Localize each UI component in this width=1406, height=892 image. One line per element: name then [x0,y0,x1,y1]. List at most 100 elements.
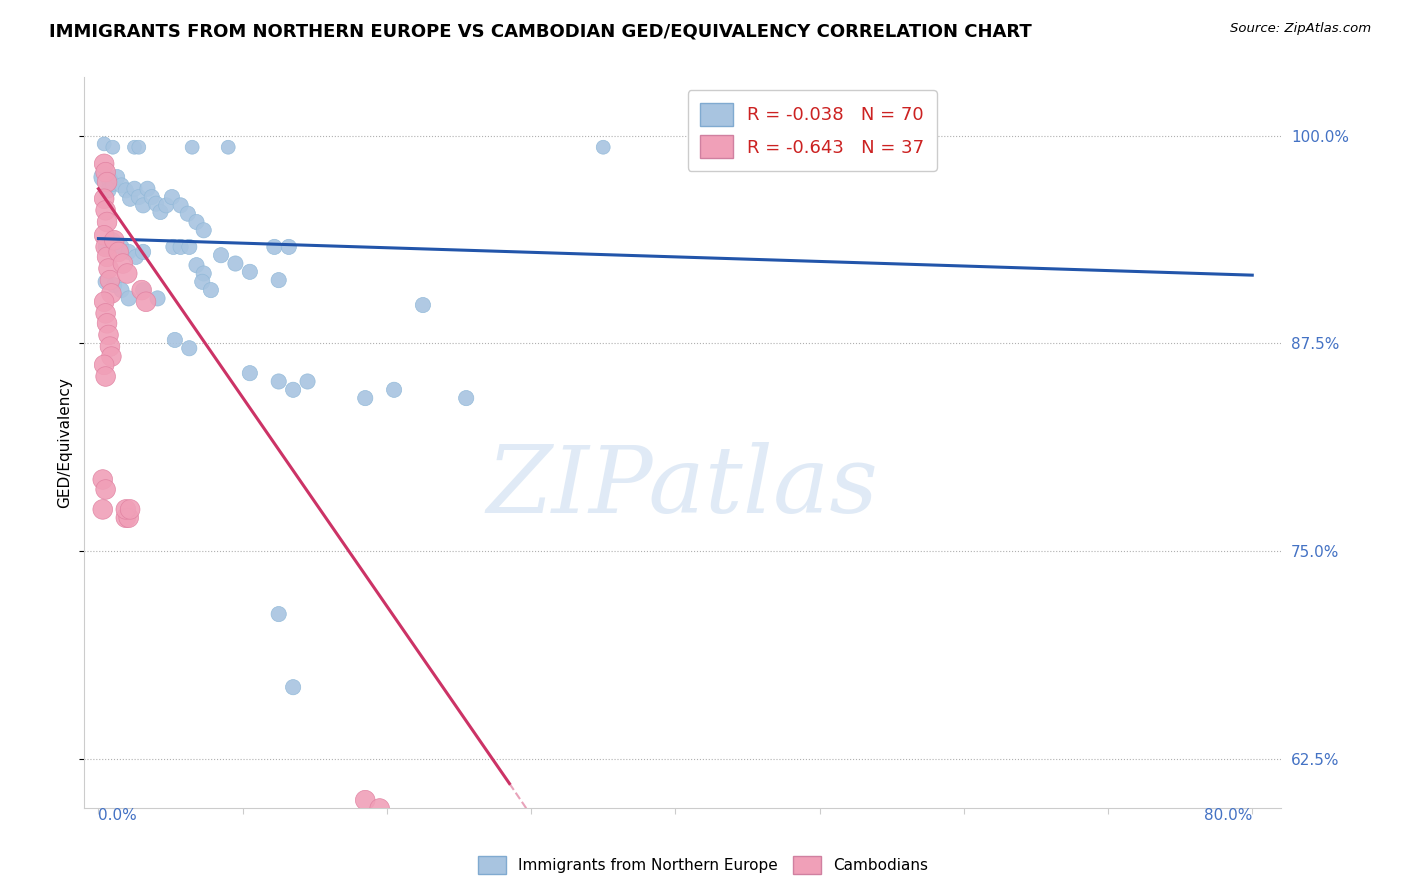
Point [125,250,148,264]
Point [277,240,299,254]
Point [97,261,120,276]
Point [93,358,115,372]
Point [179,341,201,355]
Point [103,233,125,247]
Point [101,233,124,247]
Point [107,244,129,259]
Point [267,607,290,621]
Point [103,278,125,293]
Point [94,369,117,384]
Point [110,283,132,297]
Point [128,190,150,204]
Point [93,228,115,243]
Point [96,175,118,189]
Point [120,502,142,516]
Point [267,273,290,287]
Point [91,473,114,487]
Point [94,240,117,254]
Point [169,240,191,254]
Text: 80.0%: 80.0% [1204,808,1253,823]
Point [94,306,117,320]
Point [513,880,536,892]
Point [97,328,120,343]
Point [149,205,172,219]
Point [155,198,177,212]
Point [145,196,167,211]
Point [120,192,142,206]
Point [98,340,121,354]
Point [124,140,146,154]
Point [101,140,124,154]
Point [91,502,114,516]
Point [132,283,155,297]
Point [110,178,132,193]
Point [135,294,157,309]
Text: ZIPatlas: ZIPatlas [486,442,879,532]
Point [368,801,391,815]
Point [179,240,201,254]
Text: IMMIGRANTS FROM NORTHERN EUROPE VS CAMBODIAN GED/EQUIVALENCY CORRELATION CHART: IMMIGRANTS FROM NORTHERN EUROPE VS CAMBO… [49,22,1032,40]
Point [110,240,132,254]
Point [96,250,118,264]
Point [94,275,117,289]
Point [193,267,215,281]
Point [239,265,262,279]
Point [93,170,115,185]
Point [267,375,290,389]
Point [456,391,478,405]
Point [217,140,239,154]
Legend: Immigrants from Northern Europe, Cambodians: Immigrants from Northern Europe, Cambodi… [472,850,934,880]
Point [169,198,191,212]
Point [146,292,169,306]
Point [101,177,124,191]
Point [94,203,117,218]
Point [94,240,117,254]
Point [93,294,115,309]
Point [132,198,155,212]
Point [281,680,304,694]
Point [200,283,222,297]
Point [105,170,128,185]
Point [263,240,285,254]
Point [114,510,136,524]
Point [141,190,163,204]
Point [100,286,122,301]
Point [160,190,183,204]
Point [117,267,139,281]
Point [354,793,377,807]
Point [193,223,215,237]
Point [94,165,117,179]
Legend: R = -0.038   N = 70, R = -0.643   N = 37: R = -0.038 N = 70, R = -0.643 N = 37 [688,90,936,171]
Text: 0.0%: 0.0% [98,808,138,823]
Point [94,483,117,497]
Point [136,182,159,196]
Point [132,244,155,259]
Point [96,215,118,229]
Point [592,140,614,154]
Point [93,136,115,151]
Point [224,256,246,270]
Point [177,207,200,221]
Point [93,192,115,206]
Point [239,366,262,380]
Point [128,140,150,154]
Point [111,256,134,270]
Point [297,375,319,389]
Point [118,244,141,259]
Point [118,510,141,524]
Point [100,350,122,364]
Point [118,292,141,306]
Point [124,182,146,196]
Point [354,391,377,405]
Point [114,502,136,516]
Point [163,333,186,347]
Point [114,183,136,197]
Point [93,157,115,171]
Point [97,183,120,197]
Point [131,283,153,297]
Point [186,258,208,272]
Point [181,140,204,154]
Point [382,383,405,397]
Point [98,173,121,187]
Y-axis label: GED/Equivalency: GED/Equivalency [58,377,72,508]
